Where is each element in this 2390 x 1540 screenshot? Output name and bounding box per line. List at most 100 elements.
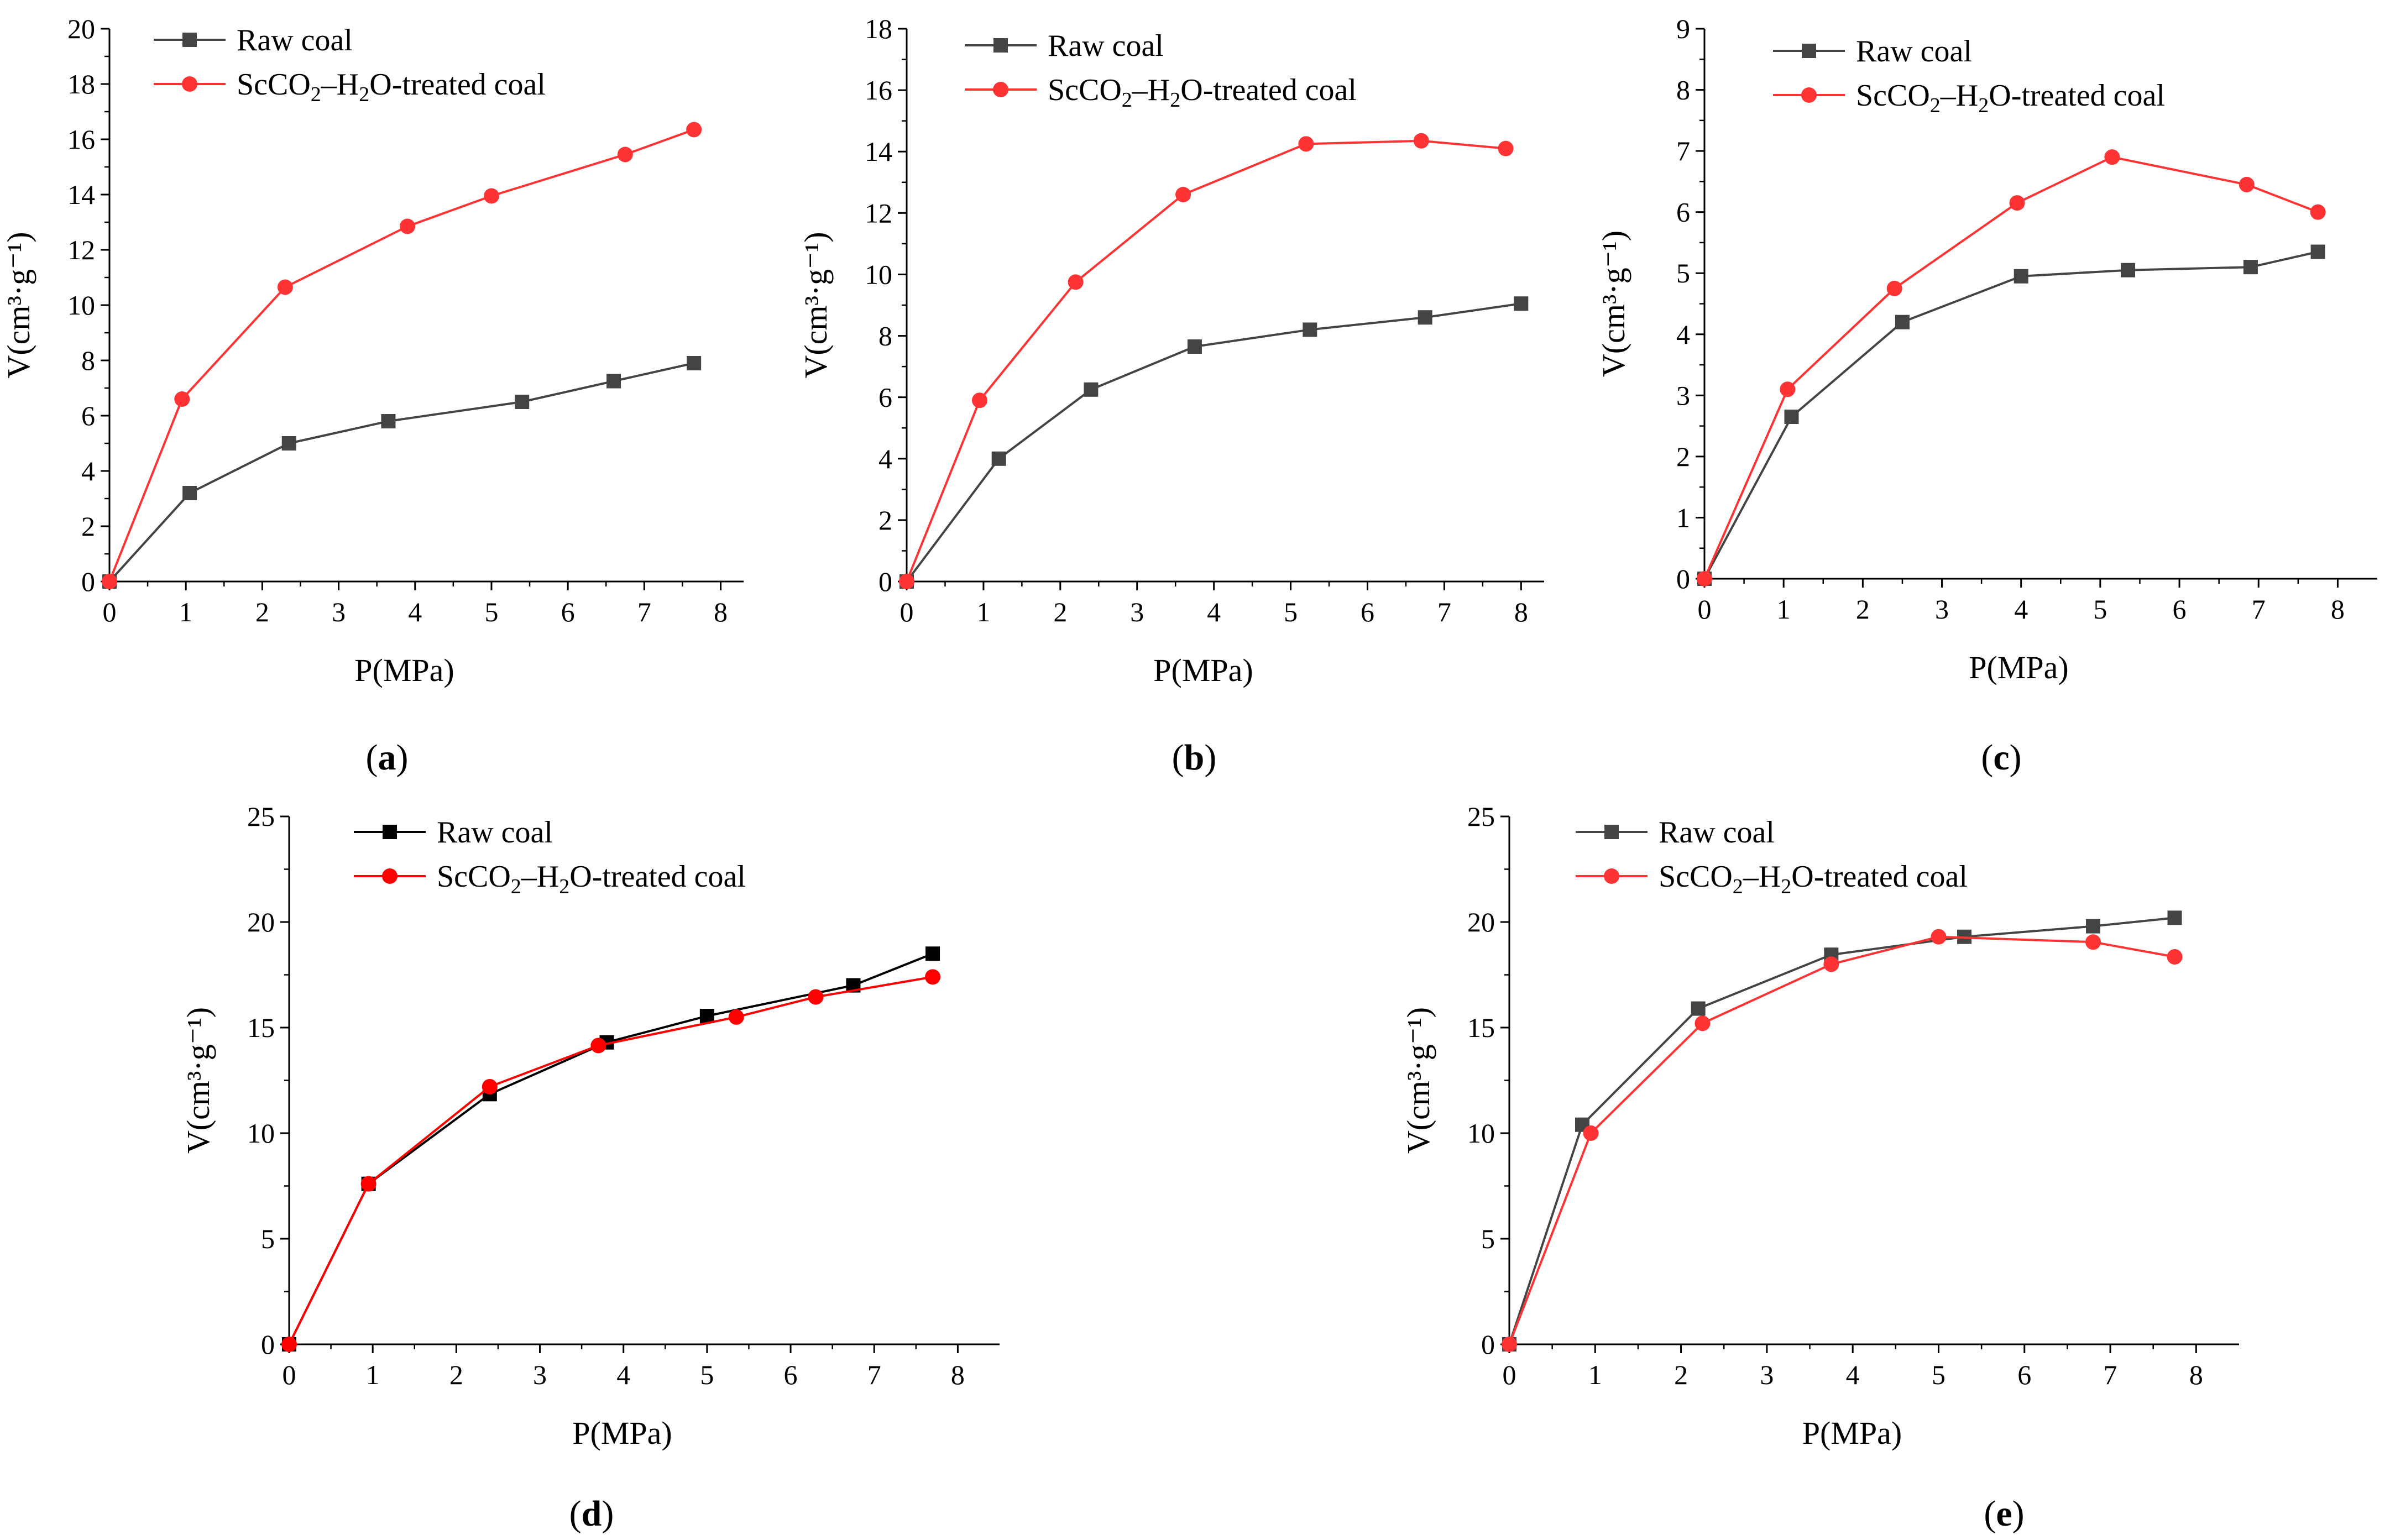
legend-subscript: 2 [359,83,369,106]
series-line-treated-coal [906,139,1506,582]
data-point-treated-coal [102,574,117,589]
legend-label: Raw coal [1048,29,1164,63]
y-tick-label: 8 [81,345,95,376]
legend-treated-suffix: O-treated coal [1989,78,2165,113]
y-tick-label: 20 [67,13,95,44]
caption-paren-close: ) [2012,1494,2025,1534]
x-tick-label: 6 [2017,1359,2031,1390]
x-tick-label: 1 [1588,1359,1602,1390]
chart-panel-a: 0 1 2 3 4 5 6 7 802468101214161820P(MPa)V(cm³·g⁻… [1,13,744,778]
x-axis-title: P(MPa) [1153,652,1253,688]
data-point-raw-coal [2310,244,2325,259]
legend-treated-mid: –H [1940,78,1978,113]
legend-treated-prefix: ScCO [237,67,311,102]
data-point-treated-coal [590,1038,606,1054]
data-point-raw-coal [281,436,296,451]
data-point-raw-coal [687,356,702,370]
y-tick-label: 20 [247,907,275,937]
series-line-raw-coal [1508,916,2175,1345]
y-tick-label: 3 [1676,380,1690,411]
series-line-treated-coal [288,976,933,1345]
x-tick-label: 0 [283,1359,296,1390]
y-tick-label: 5 [1676,258,1690,289]
legend-treated-suffix: O-treated coal [1180,73,1357,107]
y-tick-label: 6 [878,382,892,413]
panel-caption: (d) [569,1494,614,1534]
data-point-treated-coal [2239,176,2255,192]
y-tick-label: 15 [247,1012,275,1043]
y-tick-label: 14 [67,179,95,210]
data-point-treated-coal [1068,274,1084,290]
x-tick-label: 3 [332,596,346,627]
y-tick-label: 5 [261,1223,275,1254]
caption-paren-close: ) [396,737,409,778]
legend-treated-suffix: O-treated coal [1791,860,1968,894]
legend-marker-square [1802,44,1816,58]
x-tick-label: 1 [366,1359,380,1390]
caption-paren-open: ( [1981,737,1993,778]
legend-raw-label: Raw coal [1659,815,1775,850]
y-tick-label: 10 [247,1118,275,1149]
y-tick-label: 4 [878,443,892,474]
data-point-treated-coal [2167,949,2183,965]
caption-paren-open: ( [366,737,378,778]
data-point-treated-coal [808,989,824,1005]
x-tick-label: 7 [1437,596,1451,627]
data-point-raw-coal [1084,382,1099,397]
y-tick-label: 10 [865,259,892,290]
x-axis-title: P(MPa) [572,1415,672,1451]
legend-treated-mid: –H [1132,73,1170,107]
panel-caption: (b) [1172,737,1217,778]
data-point-treated-coal [1823,956,1839,972]
x-tick-label: 0 [1698,594,1712,625]
x-tick-label: 0 [103,596,117,627]
x-tick-label: 8 [1514,596,1528,627]
y-tick-label: 0 [81,566,95,597]
x-tick-label: 3 [1935,594,1949,625]
caption-letter: b [1184,737,1205,778]
data-point-treated-coal [899,574,914,589]
legend-subscript: 2 [1170,88,1180,112]
series-line-raw-coal [288,952,933,1345]
legend-label: Raw coal [1856,34,1972,69]
y-axis-title: V(cm³·g⁻¹) [1400,1007,1436,1154]
legend-treated-mid: –H [521,860,559,894]
data-point-treated-coal [1298,136,1314,152]
data-point-treated-coal [728,1009,744,1025]
y-tick-label: 4 [1676,319,1690,350]
y-tick-label: 0 [261,1329,275,1360]
panel-caption: (e) [1984,1494,2024,1534]
x-axis-title: P(MPa) [1802,1415,1902,1451]
x-tick-label: 4 [2014,594,2028,625]
legend-treated-suffix: O-treated coal [569,860,746,894]
y-tick-label: 15 [1467,1012,1495,1043]
legend-marker-square [1604,825,1619,839]
y-tick-label: 16 [67,124,95,155]
x-tick-label: 4 [616,1359,630,1390]
caption-paren-open: ( [1984,1494,1996,1534]
data-point-treated-coal [1695,1015,1711,1031]
x-tick-label: 7 [2252,594,2266,625]
data-point-raw-coal [1418,310,1432,325]
data-point-raw-coal [925,946,940,961]
x-tick-label: 1 [179,596,193,627]
legend-subscript: 2 [511,875,521,898]
x-tick-label: 8 [2331,594,2345,625]
data-point-raw-coal [2014,269,2028,284]
series-line-treated-coal [1703,156,2319,579]
data-point-treated-coal [482,1078,498,1094]
data-point-treated-coal [360,1176,376,1192]
x-tick-label: 3 [533,1359,547,1390]
caption-letter: e [1996,1494,2012,1534]
data-point-treated-coal [2009,195,2025,211]
panel-caption: (a) [366,737,409,778]
data-point-raw-coal [2243,260,2258,275]
caption-paren-close: ) [1204,737,1216,778]
y-tick-label: 10 [67,290,95,321]
caption-letter: a [378,737,396,778]
legend-marker-square [993,38,1008,53]
data-point-treated-coal [925,969,941,985]
